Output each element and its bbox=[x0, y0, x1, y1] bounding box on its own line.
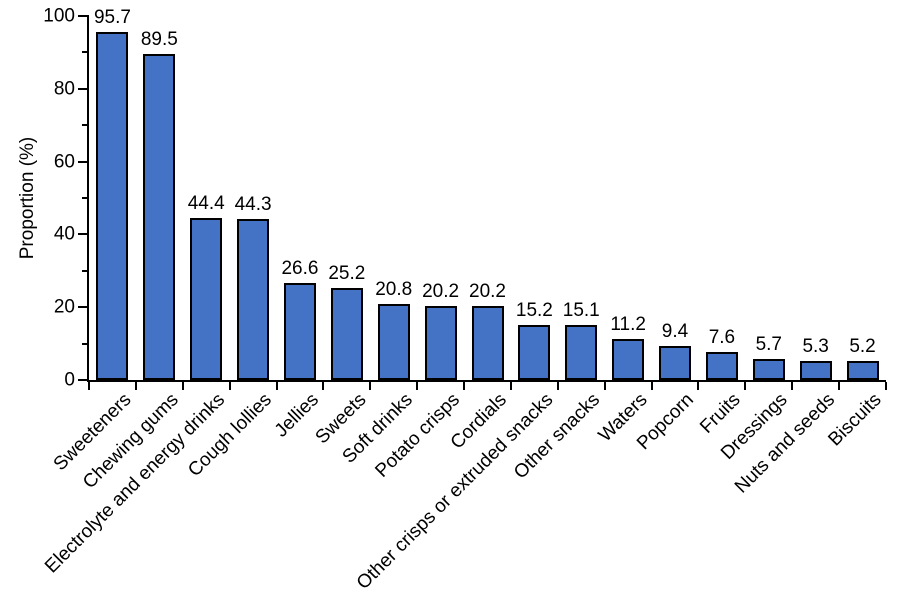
bar bbox=[565, 325, 598, 380]
y-tick-minor bbox=[82, 124, 87, 127]
y-tick-label: 60 bbox=[53, 151, 75, 173]
y-tick-major bbox=[78, 379, 87, 381]
x-tick bbox=[181, 382, 184, 390]
y-tick-label: 100 bbox=[43, 5, 75, 27]
bar-value-label: 15.1 bbox=[562, 300, 600, 322]
bar-value-label: 89.5 bbox=[140, 29, 178, 51]
y-tick-label: 40 bbox=[53, 223, 75, 245]
y-tick-label: 80 bbox=[53, 78, 75, 100]
bar bbox=[330, 288, 363, 380]
y-tick-minor bbox=[82, 269, 87, 272]
bar-value-label: 15.2 bbox=[515, 299, 553, 321]
y-tick-minor bbox=[82, 342, 87, 345]
bar-value-label: 5.2 bbox=[849, 336, 876, 358]
bar-value-label: 20.2 bbox=[469, 281, 506, 303]
bar bbox=[518, 324, 551, 380]
bar bbox=[846, 361, 879, 380]
y-tick-major bbox=[78, 87, 87, 90]
bar bbox=[96, 31, 129, 380]
bar-value-label: 25.2 bbox=[328, 263, 366, 285]
bar bbox=[143, 54, 176, 380]
bar-value-label: 11.2 bbox=[610, 314, 646, 336]
x-tick bbox=[88, 382, 90, 390]
x-tick bbox=[228, 382, 231, 390]
bar-value-label: 20.8 bbox=[375, 279, 413, 301]
x-category-label: Electrolyte and energy drinks bbox=[41, 389, 230, 578]
bar-value-label: 44.3 bbox=[234, 193, 272, 215]
bar bbox=[659, 345, 692, 380]
x-tick bbox=[744, 382, 747, 390]
bar bbox=[705, 352, 738, 380]
x-tick bbox=[322, 382, 325, 390]
y-axis-line bbox=[87, 15, 89, 382]
bar-value-label: 26.6 bbox=[281, 258, 319, 280]
bar bbox=[377, 304, 410, 380]
bar bbox=[471, 306, 504, 380]
bar bbox=[612, 339, 645, 380]
bar bbox=[190, 218, 223, 380]
x-tick bbox=[603, 382, 606, 390]
x-tick bbox=[791, 382, 794, 390]
x-tick bbox=[650, 382, 653, 390]
x-tick bbox=[134, 382, 137, 390]
x-tick bbox=[275, 382, 278, 390]
bar bbox=[424, 306, 457, 380]
x-tick bbox=[697, 382, 700, 390]
x-tick bbox=[885, 382, 887, 390]
y-tick-major bbox=[78, 233, 87, 236]
bar bbox=[799, 360, 832, 380]
x-tick bbox=[509, 382, 512, 390]
bar-value-label: 44.4 bbox=[187, 193, 225, 215]
bar-value-label: 5.7 bbox=[755, 334, 782, 356]
x-tick bbox=[416, 382, 419, 390]
y-tick-minor bbox=[82, 51, 87, 54]
x-tick bbox=[838, 382, 841, 390]
x-tick bbox=[556, 382, 559, 390]
x-axis-line bbox=[87, 380, 886, 382]
bar-value-label: 9.4 bbox=[661, 320, 689, 342]
y-tick-major bbox=[78, 306, 87, 309]
y-tick-major bbox=[78, 15, 87, 17]
x-tick bbox=[369, 382, 372, 390]
x-tick bbox=[463, 382, 466, 390]
y-tick-minor bbox=[82, 197, 87, 199]
bar-value-label: 20.2 bbox=[422, 281, 460, 303]
bar bbox=[752, 359, 785, 380]
bar-value-label: 95.7 bbox=[93, 6, 131, 28]
bar bbox=[283, 283, 316, 380]
bar bbox=[237, 218, 270, 380]
y-tick-label: 0 bbox=[64, 369, 75, 391]
bar-value-label: 5.3 bbox=[802, 335, 829, 357]
y-tick-major bbox=[78, 160, 87, 163]
y-tick-label: 20 bbox=[53, 296, 75, 318]
bar-value-label: 7.6 bbox=[708, 327, 736, 349]
